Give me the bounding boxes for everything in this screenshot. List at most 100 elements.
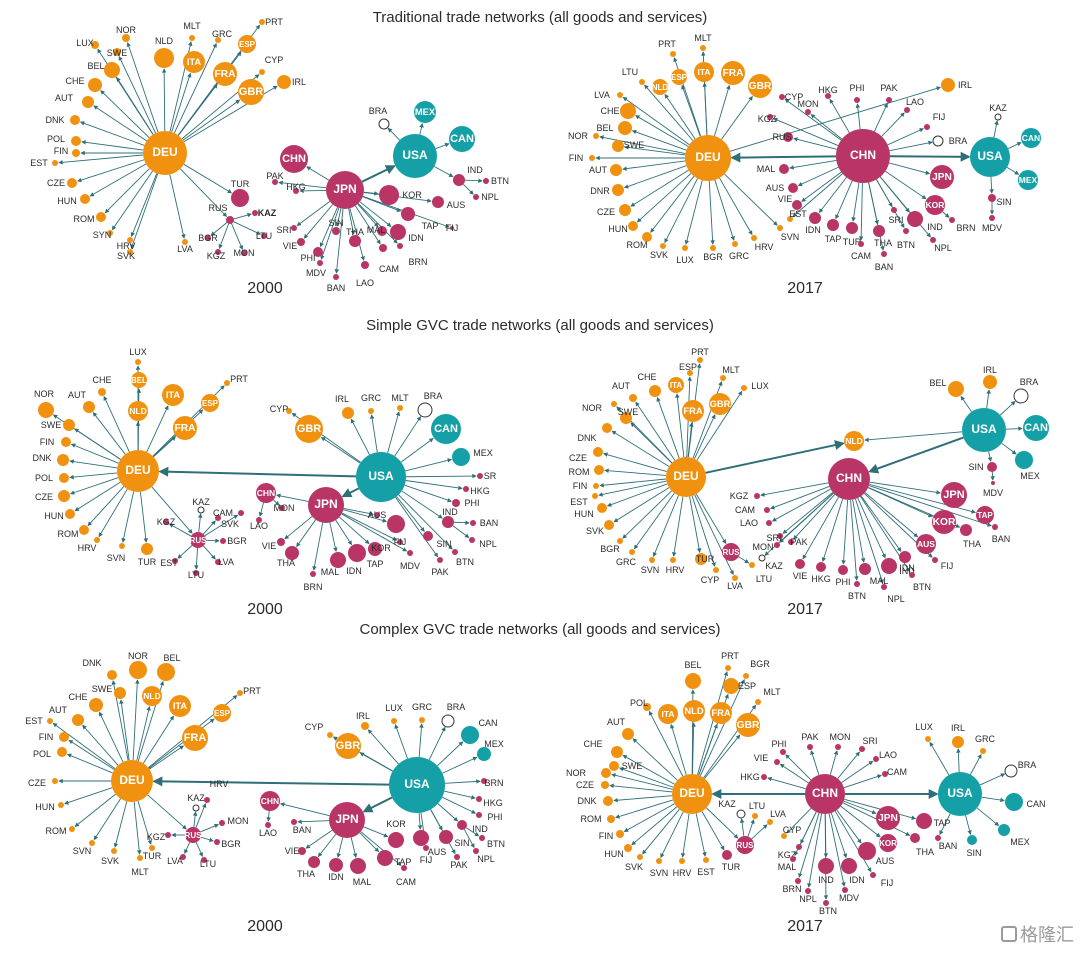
country-label-ltu: LTU xyxy=(756,574,772,584)
network-links xyxy=(52,679,481,866)
country-node-lva xyxy=(732,575,738,581)
country-node-grc xyxy=(215,37,221,43)
country-label-lux: LUX xyxy=(76,38,94,48)
country-node-aut xyxy=(82,96,94,108)
trade-link-arrow xyxy=(873,102,888,132)
trade-link-arrow xyxy=(152,776,390,787)
country-label-hun: HUN xyxy=(44,511,64,521)
country-label-usa: USA xyxy=(971,422,997,436)
country-node-mlt xyxy=(720,375,726,381)
trade-link-arrow xyxy=(194,547,199,570)
country-node-esp xyxy=(213,704,231,722)
trade-link-arrow xyxy=(299,188,327,194)
country-label-esp: ESP xyxy=(214,709,231,718)
country-label-swe: SWE xyxy=(92,684,113,694)
country-label-mon: MON xyxy=(798,99,819,109)
country-label-bel: BEL xyxy=(163,653,180,663)
country-label-fij: FIJ xyxy=(420,855,433,865)
country-label-mdv: MDV xyxy=(839,893,859,903)
country-label-aus: AUS xyxy=(766,183,785,193)
trade-link-arrow xyxy=(730,152,837,163)
country-node-usa xyxy=(938,772,982,816)
country-node-bgr xyxy=(743,673,749,679)
country-node-kor xyxy=(925,195,945,215)
country-node-fin xyxy=(59,732,69,742)
trade-link-arrow xyxy=(836,809,862,844)
country-node-aut xyxy=(629,394,637,402)
country-label-nld: NLD xyxy=(143,691,160,701)
country-label-irl: IRL xyxy=(983,365,997,375)
trade-link-arrow xyxy=(116,76,154,135)
country-node-lao xyxy=(265,822,271,828)
country-node-can xyxy=(431,414,461,444)
country-node-swe xyxy=(63,419,75,431)
country-label-bgr: BGR xyxy=(227,536,247,546)
country-label-cyp: CYP xyxy=(785,92,804,102)
trade-link-arrow xyxy=(671,496,684,557)
country-node-idn xyxy=(348,544,366,562)
section-title-traditional: Traditional trade networks (all goods an… xyxy=(372,9,708,26)
country-node-svn xyxy=(119,543,125,549)
trade-link-arrow xyxy=(623,803,675,832)
country-node-phi xyxy=(452,499,460,507)
trade-link-arrow xyxy=(841,499,849,565)
country-label-kor: KOR xyxy=(933,517,956,528)
trade-link-arrow xyxy=(599,135,686,155)
trade-link-arrow xyxy=(598,480,667,497)
country-node-deu xyxy=(111,760,153,802)
trade-link-arrow xyxy=(810,114,843,140)
country-node-hrv xyxy=(204,797,210,803)
trade-link-arrow xyxy=(452,525,470,539)
country-label-fin: FIN xyxy=(569,153,584,163)
trade-link-arrow xyxy=(618,767,674,788)
country-label-prt: PRT xyxy=(230,374,248,384)
country-node-dnk xyxy=(603,796,613,806)
country-node-mex xyxy=(452,448,470,466)
trade-link-arrow xyxy=(276,493,309,502)
trade-link-arrow xyxy=(104,168,150,214)
country-node-est xyxy=(47,718,53,724)
country-label-ltu: LTU xyxy=(188,570,204,580)
country-node-btn xyxy=(909,572,915,578)
trade-link-arrow xyxy=(702,82,708,136)
country-label-deu: DEU xyxy=(679,786,704,800)
country-label-pol: POL xyxy=(33,749,51,759)
trade-link-arrow xyxy=(642,809,680,855)
country-label-mlt: MLT xyxy=(763,687,781,697)
country-node-vie xyxy=(795,559,805,569)
country-label-pol: POL xyxy=(35,473,53,483)
trade-link-arrow xyxy=(650,175,695,233)
country-label-nld: NLD xyxy=(155,36,174,46)
country-node-mdv xyxy=(407,550,413,556)
country-node-tap xyxy=(368,542,382,556)
trade-link-arrow xyxy=(843,800,877,815)
trade-link-arrow xyxy=(864,492,919,538)
country-label-kaz: KAZ xyxy=(192,497,210,507)
country-node-bel xyxy=(104,62,120,78)
country-label-lva: LVA xyxy=(218,557,234,567)
country-label-svk: SVK xyxy=(625,862,643,872)
country-node-bel xyxy=(948,381,964,397)
trade-link-arrow xyxy=(400,438,434,463)
trade-link-arrow xyxy=(721,95,753,140)
country-label-bel: BEL xyxy=(131,376,147,385)
country-node-mex xyxy=(1018,170,1038,190)
trade-link-arrow xyxy=(350,418,370,455)
trade-link-arrow xyxy=(969,753,982,775)
country-node-svk xyxy=(637,854,643,860)
country-label-tap: TAP xyxy=(422,221,439,231)
country-label-rom: ROM xyxy=(58,529,79,539)
trade-link-arrow xyxy=(320,207,340,260)
country-node-rus xyxy=(226,216,234,224)
country-label-tha: THA xyxy=(963,539,981,549)
country-label-che: CHE xyxy=(600,106,619,116)
country-node-idn xyxy=(329,858,343,872)
country-label-chn: CHN xyxy=(850,148,876,162)
trade-link-arrow xyxy=(76,159,145,183)
country-label-mex: MEX xyxy=(415,107,436,117)
country-label-gbr: GBR xyxy=(336,740,361,752)
country-node-usa xyxy=(970,137,1010,177)
country-node-nld xyxy=(128,401,148,421)
country-label-svn: SVN xyxy=(781,232,800,242)
